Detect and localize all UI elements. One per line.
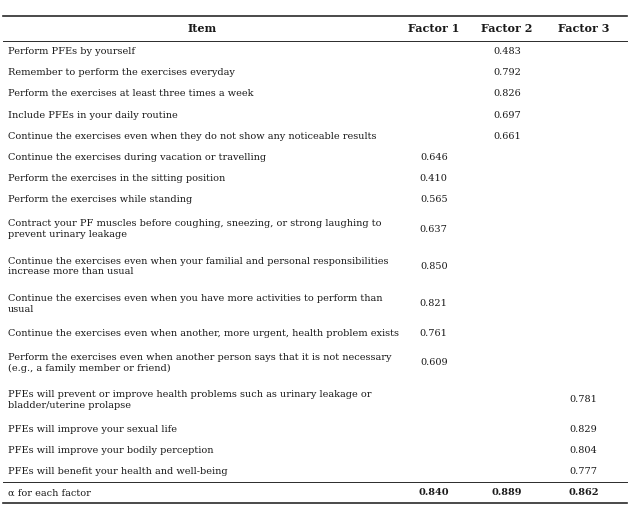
Text: Continue the exercises during vacation or travelling: Continue the exercises during vacation o… [8,153,266,162]
Text: Factor 2: Factor 2 [481,23,533,34]
Text: Perform the exercises even when another person says that it is not necessary
(e.: Perform the exercises even when another … [8,352,391,373]
Text: PFEs will improve your bodily perception: PFEs will improve your bodily perception [8,446,213,455]
Text: 0.637: 0.637 [420,225,448,234]
Text: Include PFEs in your daily routine: Include PFEs in your daily routine [8,111,177,119]
Text: 0.850: 0.850 [420,262,447,271]
Text: 0.483: 0.483 [493,47,521,56]
Text: 0.646: 0.646 [420,153,447,162]
Text: 0.826: 0.826 [493,89,521,99]
Text: 0.761: 0.761 [420,329,448,338]
Text: α for each factor: α for each factor [8,488,90,497]
Text: 0.661: 0.661 [493,132,521,141]
Text: 0.777: 0.777 [570,467,598,476]
Text: Continue the exercises even when your familial and personal responsibilities
inc: Continue the exercises even when your fa… [8,256,388,277]
Text: Factor 3: Factor 3 [558,23,610,34]
Text: Perform the exercises while standing: Perform the exercises while standing [8,195,192,204]
Text: PFEs will benefit your health and well-being: PFEs will benefit your health and well-b… [8,467,227,476]
Text: Remember to perform the exercises everyday: Remember to perform the exercises everyd… [8,68,235,77]
Text: 0.862: 0.862 [569,488,599,497]
Text: 0.609: 0.609 [420,358,447,367]
Text: Continue the exercises even when another, more urgent, health problem exists: Continue the exercises even when another… [8,329,399,338]
Text: Continue the exercises even when they do not show any noticeable results: Continue the exercises even when they do… [8,132,376,141]
Text: 0.821: 0.821 [420,299,448,308]
Text: 0.410: 0.410 [420,174,448,183]
Text: Contract your PF muscles before coughing, sneezing, or strong laughing to
preven: Contract your PF muscles before coughing… [8,219,381,239]
Text: PFEs will improve your sexual life: PFEs will improve your sexual life [8,425,177,434]
Text: 0.829: 0.829 [570,425,598,434]
Text: Perform the exercises in the sitting position: Perform the exercises in the sitting pos… [8,174,225,183]
Text: 0.840: 0.840 [418,488,449,497]
Text: 0.565: 0.565 [420,195,447,204]
Text: 0.781: 0.781 [570,395,598,404]
Text: 0.889: 0.889 [492,488,522,497]
Text: PFEs will prevent or improve health problems such as urinary leakage or
bladder/: PFEs will prevent or improve health prob… [8,390,371,410]
Text: Perform the exercises at least three times a week: Perform the exercises at least three tim… [8,89,253,99]
Text: 0.792: 0.792 [493,68,521,77]
Text: Perform PFEs by yourself: Perform PFEs by yourself [8,47,134,56]
Text: 0.804: 0.804 [570,446,598,455]
Text: Item: Item [188,23,217,34]
Text: Continue the exercises even when you have more activities to perform than
usual: Continue the exercises even when you hav… [8,294,382,314]
Text: Factor 1: Factor 1 [408,23,459,34]
Text: 0.697: 0.697 [493,111,521,119]
